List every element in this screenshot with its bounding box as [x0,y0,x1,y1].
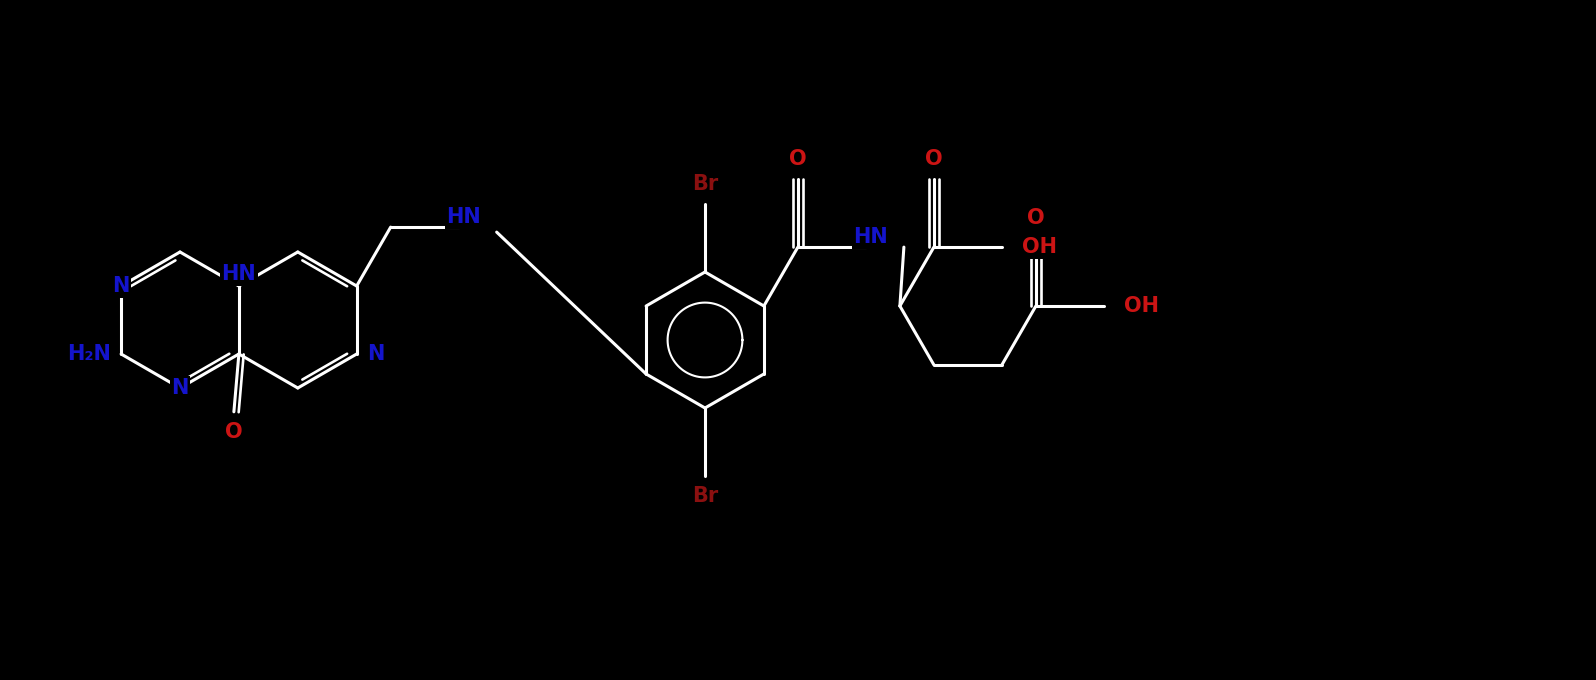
Text: H₂N: H₂N [67,344,112,364]
Text: OH: OH [1124,296,1159,316]
Text: OH: OH [1021,237,1057,257]
Text: O: O [1028,208,1045,228]
Text: HN: HN [447,207,480,227]
Text: N: N [171,378,188,398]
Text: HN: HN [854,227,889,247]
Text: N: N [367,344,385,364]
Text: N: N [112,276,129,296]
Text: O: O [225,422,243,442]
Text: O: O [926,149,943,169]
Text: O: O [788,149,806,169]
Text: HN: HN [222,264,257,284]
Text: Br: Br [693,174,718,194]
Text: Br: Br [693,486,718,506]
